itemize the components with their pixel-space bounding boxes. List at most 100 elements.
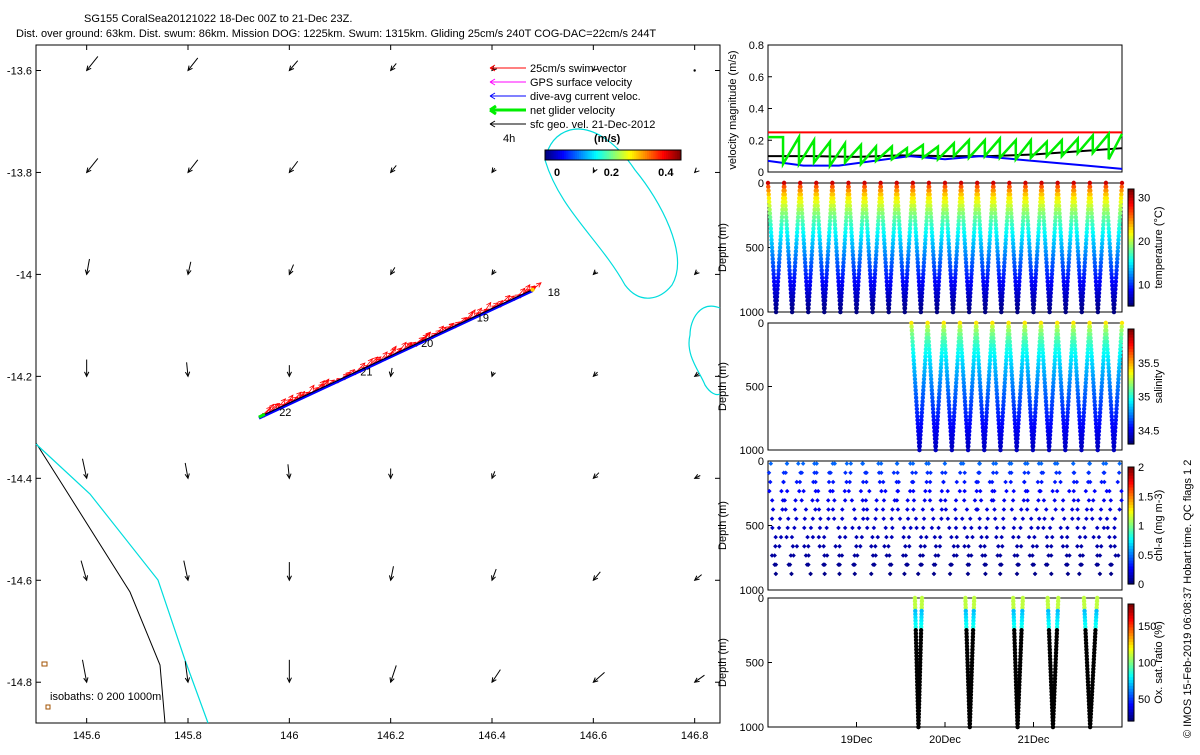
profile-point [1100, 361, 1106, 367]
sfc-velocity-arrow [592, 472, 600, 479]
panel-colorbar-cell [1128, 604, 1134, 608]
profile-point [787, 264, 792, 269]
profile-point [951, 425, 956, 430]
profile-point [1088, 335, 1093, 341]
profile-point [1074, 233, 1080, 239]
profile-point [1100, 365, 1106, 371]
profile-point [905, 256, 911, 262]
profile-point [786, 260, 792, 265]
profile-point [1085, 222, 1090, 227]
profile-point [966, 432, 972, 438]
swim-vector-head [504, 294, 511, 301]
profile-point [859, 226, 864, 231]
oxygen-point [1051, 718, 1056, 723]
profile-point [1093, 275, 1098, 281]
profile-point [1031, 309, 1036, 315]
profile-point [1084, 226, 1090, 231]
profile-point [802, 252, 807, 258]
profile-point [1032, 534, 1037, 540]
profile-point [949, 447, 955, 453]
profile-point [923, 237, 928, 243]
profile-point [992, 358, 997, 363]
profile-point [980, 421, 985, 427]
profile-point [808, 525, 814, 531]
profile-point [1080, 290, 1086, 296]
panel-frame [767, 460, 1123, 591]
profile-point [842, 241, 847, 246]
profile-point [1036, 218, 1042, 224]
profile-point [1057, 207, 1062, 212]
profile-point [793, 498, 798, 503]
profile-point [1108, 399, 1114, 404]
panel-colorbar-cell [1128, 354, 1134, 359]
profile-point [894, 498, 900, 503]
profile-point [1075, 391, 1081, 397]
profile-point [798, 188, 803, 193]
profile-point [831, 516, 837, 521]
panel-colorbar-cell [1128, 507, 1134, 512]
oxygen-point [964, 634, 969, 639]
oxygen-point [919, 615, 924, 620]
profile-point [958, 339, 964, 344]
profile-point [1034, 391, 1039, 397]
profile-point [1101, 218, 1106, 224]
profile-point [863, 192, 868, 197]
profile-point [987, 369, 992, 374]
profile-point [928, 369, 933, 374]
profile-point [925, 470, 930, 476]
profile-point [970, 380, 975, 385]
profile-point [1104, 516, 1110, 521]
oxygen-point [1054, 624, 1060, 630]
profile-point [1029, 421, 1034, 427]
profile-point [925, 328, 931, 333]
profile-point [959, 354, 965, 359]
profile-point [1077, 414, 1082, 419]
profile-point [922, 245, 928, 250]
profile-point [777, 256, 782, 262]
profile-point [824, 271, 829, 277]
profile-point [1033, 402, 1038, 408]
profile-point [883, 264, 889, 269]
oxygen-point [1092, 640, 1097, 646]
profile-point [784, 222, 789, 227]
profile-point [919, 294, 925, 300]
oxygen-point [1048, 663, 1053, 668]
profile-point [794, 233, 800, 239]
profile-point [960, 358, 965, 363]
profile-point [825, 252, 831, 258]
profile-point [1025, 218, 1031, 224]
profile-point [1038, 320, 1044, 326]
profile-point [777, 252, 782, 258]
profile-point [827, 488, 833, 494]
profile-point [920, 391, 926, 397]
profile-point [1007, 184, 1012, 189]
profile-point [938, 365, 944, 371]
profile-point [873, 544, 878, 549]
profile-point [1012, 264, 1017, 269]
profile-point [886, 544, 891, 549]
profile-point [793, 256, 798, 262]
profile-point [867, 264, 872, 269]
profile-point [969, 271, 974, 277]
profile-point [951, 302, 956, 307]
profile-point [803, 264, 808, 269]
profile-point [931, 417, 936, 423]
profile-point [771, 279, 777, 284]
profile-point [879, 203, 885, 208]
oxygen-point [1091, 653, 1097, 659]
profile-point [946, 391, 951, 397]
profile-point [833, 230, 838, 235]
profile-point [946, 241, 951, 246]
profile-point [1060, 256, 1065, 262]
oxygen-point [1093, 624, 1098, 630]
profile-point [1059, 395, 1065, 400]
profile-point [1043, 507, 1049, 512]
profile-point [1041, 218, 1047, 224]
profile-point [824, 275, 829, 281]
profile-point [824, 264, 830, 269]
sfc-velocity-arrow-head [184, 371, 191, 378]
profile-point [1104, 488, 1110, 494]
profile-point [811, 226, 816, 231]
profile-point [780, 507, 785, 512]
